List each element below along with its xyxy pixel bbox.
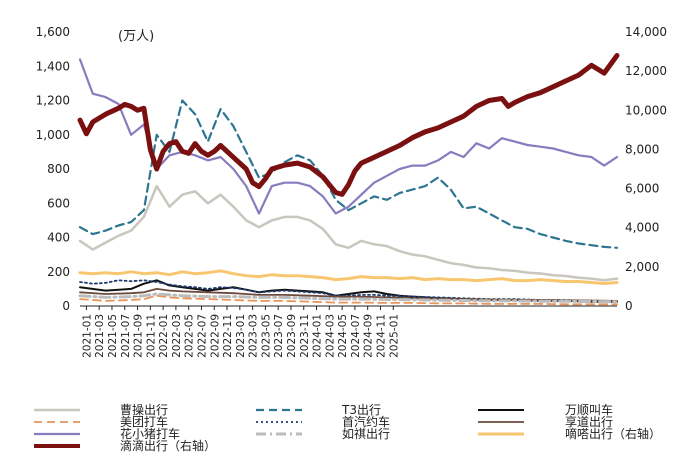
x-tick-label: 2023-01 (235, 314, 247, 358)
x-tick-label: 2023-07 (273, 314, 285, 358)
y-left-tick-label: 600 (47, 196, 70, 210)
legend-label: 嘀嗒出行（右轴） (565, 426, 661, 441)
series-lines (77, 53, 620, 306)
y-right-tick-label: 8,000 (625, 142, 659, 156)
legend-label: 滴滴出行（右轴） (120, 438, 216, 453)
x-tick-label: 2022-11 (222, 314, 234, 358)
legend-label: 花小猪打车 (120, 426, 180, 441)
y-right-tick-label: 2,000 (625, 260, 659, 274)
y-right-tick-label: 14,000 (625, 25, 667, 39)
x-tick-label: 2024-03 (324, 314, 336, 358)
x-tick-label: 2024-11 (375, 314, 387, 358)
x-tick-label: 2024-07 (350, 314, 362, 358)
series-line (78, 269, 619, 285)
x-tick-label: 2024-09 (363, 314, 375, 358)
plot-area: 0 200 400 600 800 1,000 1,200 1,400 1,600 0 2,000… (36, 25, 667, 358)
x-tick-label: 2023-03 (248, 314, 260, 358)
series-line (78, 99, 619, 249)
x-tick-label: 2021-01 (81, 314, 93, 358)
y-left-tick-label: 800 (47, 162, 70, 176)
x-tick-label: 2022-05 (184, 314, 196, 358)
series-line (78, 292, 619, 304)
y-left-tick-label: 1,000 (36, 128, 70, 142)
series-line (78, 58, 619, 215)
y-left-tick-label: 400 (47, 231, 70, 245)
x-tick-label: 2022-03 (171, 314, 183, 358)
legend-label: 享道出行 (565, 414, 613, 429)
x-axis-ticks: 2021-01 2021-03 2021-05 2021-07 2021-09 2021-… (81, 306, 400, 358)
y-left-tick-label: 1,400 (36, 59, 70, 73)
series-line (77, 53, 620, 197)
y-right-tick-label: 6,000 (625, 182, 659, 196)
x-tick-label: 2021-03 (94, 314, 106, 358)
x-tick-label: 2024-05 (337, 314, 349, 358)
legend-label: 美团打车 (120, 414, 168, 429)
legend-label: 首汽约车 (342, 414, 390, 429)
y-right-tick-label: 0 (625, 299, 633, 313)
x-tick-label: 2024-01 (312, 314, 324, 358)
unit-label: (万人) (118, 29, 154, 44)
y-axis-left: 0 200 400 600 800 1,000 1,200 1,400 1,600 (36, 25, 70, 313)
x-tick-label: 2021-05 (107, 314, 119, 358)
x-tick-label: 2022-09 (209, 314, 221, 358)
x-tick-label: 2023-09 (286, 314, 298, 358)
legend-label: 万顺叫车 (565, 402, 613, 417)
y-left-tick-label: 0 (62, 299, 70, 313)
x-tick-label: 2021-11 (145, 314, 157, 358)
x-tick-label: 2022-01 (158, 314, 170, 358)
legend-label: T3出行 (341, 403, 381, 417)
y-right-tick-label: 12,000 (625, 64, 667, 78)
series-line (79, 279, 618, 302)
x-tick-label: 2021-09 (133, 314, 145, 358)
legend-label: 如祺出行 (342, 426, 390, 441)
y-left-tick-label: 1,600 (36, 25, 70, 39)
x-tick-label: 2025-01 (388, 314, 400, 358)
x-tick-label: 2023-05 (260, 314, 272, 358)
series-line (78, 184, 619, 282)
y-left-tick-label: 1,200 (36, 94, 70, 108)
y-right-tick-label: 10,000 (625, 103, 667, 117)
legend-label: 曹操出行 (120, 402, 168, 417)
x-tick-label: 2021-07 (120, 314, 132, 358)
y-axis-right: 0 2,000 4,000 6,000 8,000 10,000 12,000 14,000 (625, 25, 667, 313)
y-right-tick-label: 4,000 (625, 221, 659, 235)
y-left-tick-label: 200 (47, 265, 70, 279)
x-tick-label: 2022-07 (196, 314, 208, 358)
x-tick-label: 2023-11 (299, 314, 311, 358)
